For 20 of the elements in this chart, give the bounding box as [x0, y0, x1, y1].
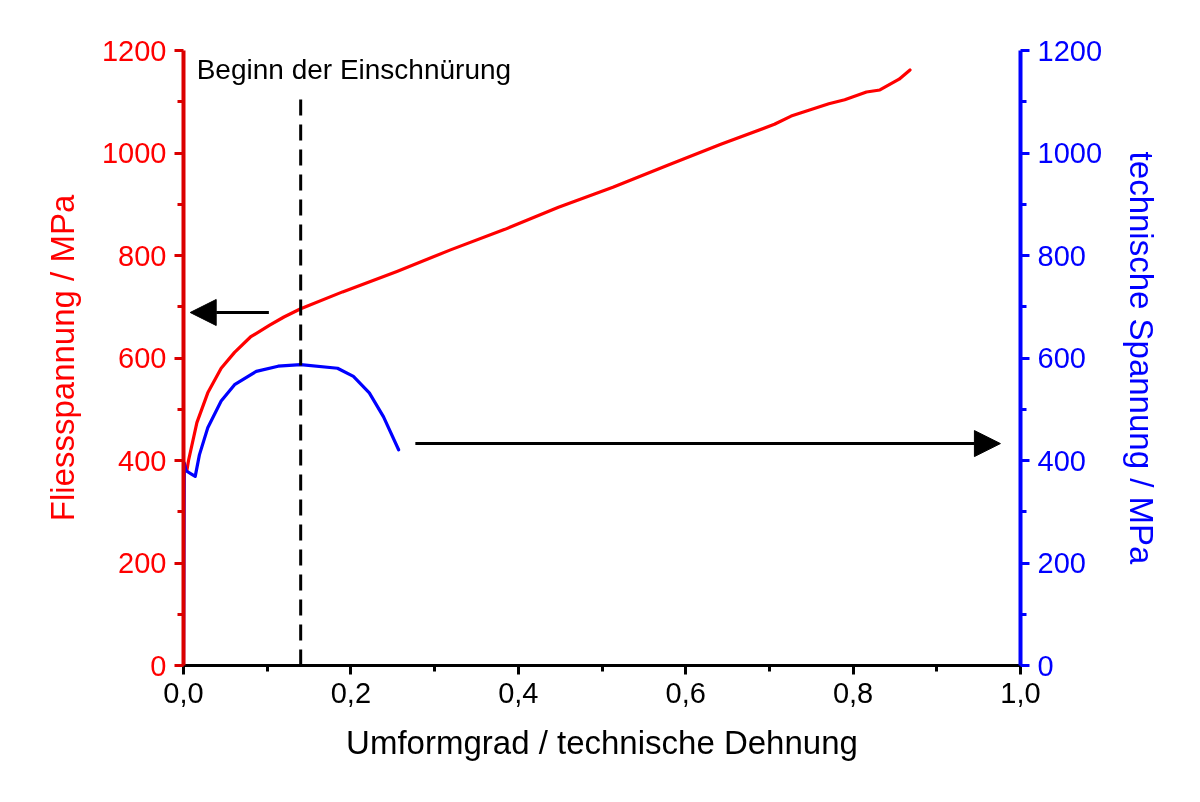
y2-tick-label: 1200 — [1037, 34, 1103, 67]
y2-tick-label: 600 — [1037, 342, 1086, 374]
y-axis-title: Fliessspannung / MPa — [43, 194, 81, 522]
y-tick-label: 1200 — [101, 34, 167, 67]
y2-tick-label: 1000 — [1037, 137, 1103, 169]
ref-line-label: Beginn der Einschnürung — [196, 53, 512, 85]
x-tick-label: 0,6 — [665, 676, 706, 709]
y2-axis-title: technische Spannung / MPa — [1123, 151, 1161, 566]
x-tick-label: 0,2 — [330, 676, 372, 709]
y-tick-label: 600 — [118, 342, 167, 374]
y2-tick-label: 200 — [1037, 547, 1086, 579]
y-tick-label: 800 — [118, 239, 167, 272]
x-tick-label: 0,8 — [832, 676, 874, 709]
y2-tick-label: 400 — [1037, 444, 1086, 477]
y-tick-label: 200 — [118, 547, 167, 579]
y-tick-label: 1000 — [101, 137, 167, 169]
y2-tick-label: 800 — [1037, 239, 1086, 272]
y-tick-label: 400 — [118, 444, 167, 477]
x-axis-title: Umformgrad / technische Dehnung — [346, 723, 858, 761]
x-tick-label: 0,4 — [498, 676, 539, 709]
